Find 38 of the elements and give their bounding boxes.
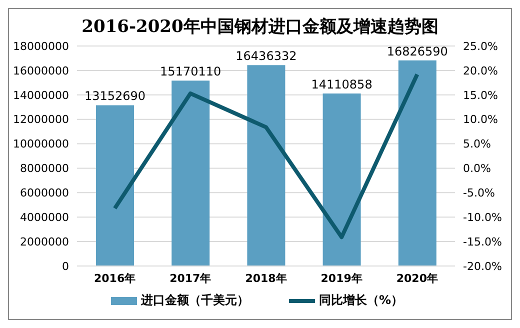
- y2-tick-label: -15.0%: [463, 235, 502, 248]
- y-tick-label: 4000000: [20, 211, 69, 224]
- y-tick-label: 8000000: [20, 162, 69, 176]
- x-tick-label: 2018年: [245, 272, 287, 285]
- y2-tick-label: 20.0%: [463, 64, 498, 78]
- data-label: 13152690: [84, 89, 146, 104]
- y2-tick-label: 5.0%: [463, 138, 491, 151]
- y-tick-label: 18000000: [13, 40, 69, 53]
- y2-tick-label: 0.0%: [463, 162, 491, 176]
- data-label: 15170110: [160, 64, 222, 79]
- y-tick-label: 10000000: [13, 138, 69, 151]
- x-tick-label: 2019年: [320, 272, 362, 285]
- y-tick-label: 0: [62, 260, 69, 273]
- y-tick-label: 2000000: [20, 235, 69, 248]
- bar: [172, 80, 210, 266]
- legend-label: 进口金额（千美元）: [140, 292, 249, 309]
- y2-tick-label: -5.0%: [463, 186, 495, 200]
- x-tick-label: 2017年: [170, 272, 212, 285]
- y-tick-label: 16000000: [13, 64, 69, 78]
- y-tick-label: 14000000: [13, 88, 69, 102]
- legend-label: 同比增长（%）: [318, 292, 404, 309]
- y2-tick-label: -10.0%: [463, 211, 502, 224]
- data-label: 16436332: [236, 49, 297, 64]
- y2-tick-label: 15.0%: [463, 88, 498, 102]
- x-tick-label: 2020年: [396, 272, 438, 285]
- bar: [398, 60, 436, 266]
- y-tick-label: 6000000: [20, 186, 69, 200]
- bar: [322, 94, 361, 266]
- bar: [96, 105, 134, 266]
- chart-title: 2016-2020年中国钢材进口金额及增速趋势图: [80, 16, 440, 38]
- data-label: 16826590: [386, 44, 448, 58]
- y2-tick-label: 25.0%: [463, 40, 498, 53]
- x-tick-label: 2016年: [94, 272, 136, 285]
- y2-tick-label: -20.0%: [463, 260, 502, 273]
- data-label: 14110858: [311, 78, 372, 92]
- y-tick-label: 12000000: [13, 113, 69, 126]
- y2-tick-label: 10.0%: [463, 113, 498, 126]
- bar: [247, 65, 286, 266]
